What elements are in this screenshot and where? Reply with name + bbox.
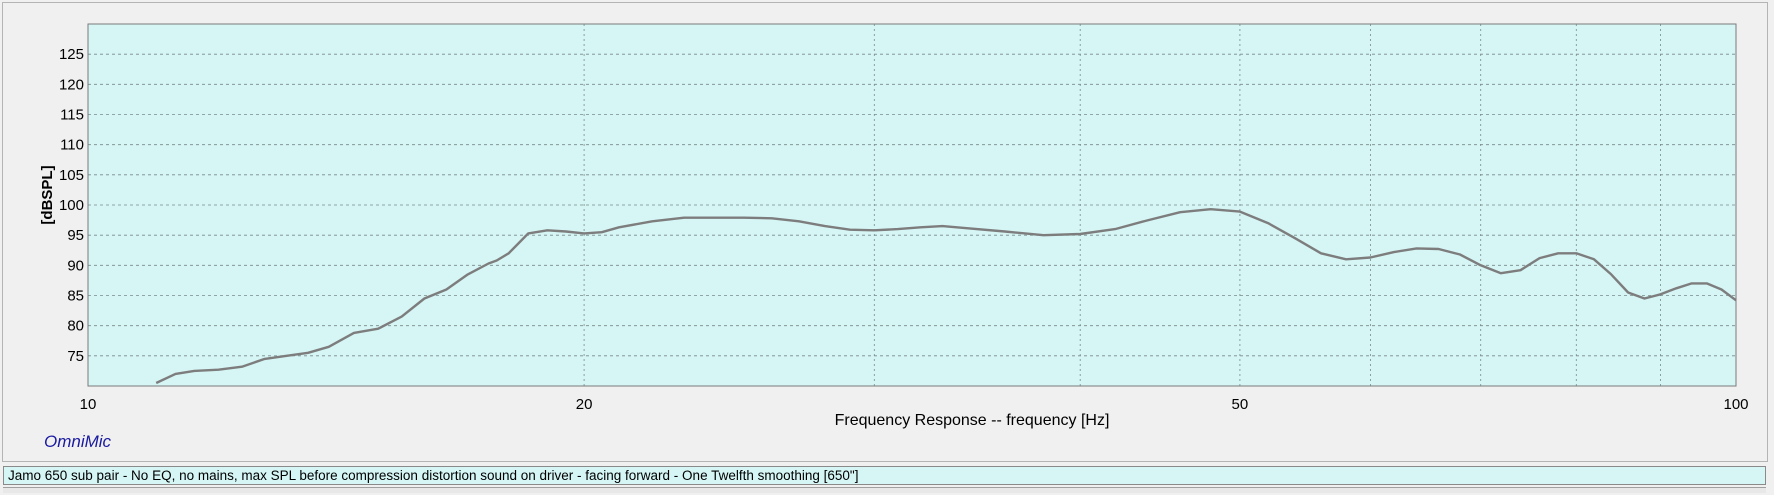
y-tick-label: 125 [59,46,84,63]
y-tick-label: 75 [67,348,84,365]
frequency-response-chart: 75 80 85 90 95 100 105 110 115 120 125 10 20 50 100 F… [39,23,1749,429]
x-tick-labels: 10 20 50 100 [80,396,1749,413]
omnimic-brand: OmniMic [44,432,112,451]
y-tick-label: 115 [60,107,84,124]
caption-bar: Jamo 650 sub pair - No EQ, no mains, max… [3,466,1766,485]
y-tick-label: 110 [60,137,84,154]
series-line-response [155,208,1737,385]
y-axis-title: [dBSPL] [39,165,56,224]
x-tick-label: 20 [576,396,593,413]
x-axis-title: Frequency Response -- frequency [Hz] [835,412,1110,429]
x-tick-label: 10 [80,396,97,413]
y-tick-label: 85 [67,288,84,305]
x-gridlines [583,24,1661,386]
window-frame [2,2,1768,462]
x-tick-label: 100 [1723,396,1748,413]
x-tick-label: 50 [1232,396,1249,413]
y-tick-label: 95 [67,227,84,244]
y-tick-label: 105 [59,167,84,184]
y-tick-label: 80 [67,318,84,335]
bottom-strip [3,487,1766,493]
y-tick-labels: 75 80 85 90 95 100 105 110 115 120 125 [59,46,84,365]
y-tick-label: 120 [59,76,84,93]
plot-border [87,23,1737,387]
y-tick-label: 100 [59,197,84,214]
y-gridlines [88,53,1736,357]
y-tick-label: 90 [67,257,84,274]
